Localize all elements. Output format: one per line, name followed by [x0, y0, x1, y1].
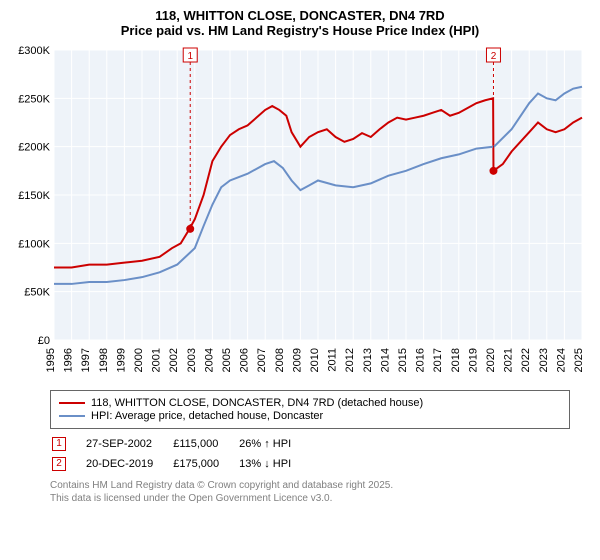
svg-text:2003: 2003	[186, 348, 198, 372]
marker-badge: 1	[52, 437, 66, 451]
chart-svg: £0 £50K £100K £150K £200K £250K £300K 1995 1996 1…	[10, 44, 590, 384]
table-row: 1 27-SEP-2002 £115,000 26% ↑ HPI	[52, 435, 309, 453]
legend: 118, WHITTON CLOSE, DONCASTER, DN4 7RD (…	[50, 390, 570, 429]
svg-text:1: 1	[187, 51, 193, 62]
svg-text:2000: 2000	[133, 348, 145, 372]
svg-text:2018: 2018	[450, 348, 462, 372]
svg-text:2020: 2020	[485, 348, 497, 372]
svg-text:£150K: £150K	[18, 190, 50, 202]
svg-text:1999: 1999	[115, 348, 127, 372]
svg-text:2014: 2014	[379, 348, 391, 372]
footnote-line1: Contains HM Land Registry data © Crown c…	[50, 480, 393, 491]
marker-delta: 13% ↓ HPI	[239, 455, 309, 473]
svg-text:2011: 2011	[327, 348, 339, 372]
svg-text:2001: 2001	[151, 348, 163, 372]
svg-text:2012: 2012	[344, 348, 356, 372]
svg-text:2021: 2021	[503, 348, 515, 372]
svg-text:£0: £0	[38, 335, 50, 347]
svg-text:£250K: £250K	[18, 93, 50, 105]
svg-text:2002: 2002	[168, 348, 180, 372]
svg-text:2017: 2017	[432, 348, 444, 372]
marker-price: £115,000	[173, 435, 237, 453]
svg-text:2016: 2016	[415, 348, 427, 372]
svg-text:£300K: £300K	[18, 45, 50, 57]
svg-text:2009: 2009	[291, 348, 303, 372]
marker-table: 1 27-SEP-2002 £115,000 26% ↑ HPI 2 20-DE…	[50, 433, 311, 475]
svg-text:2015: 2015	[397, 348, 409, 372]
svg-text:£50K: £50K	[24, 287, 50, 299]
svg-text:1997: 1997	[80, 348, 92, 372]
legend-swatch	[59, 402, 85, 404]
svg-text:2019: 2019	[467, 348, 479, 372]
svg-text:2010: 2010	[309, 348, 321, 372]
legend-row: HPI: Average price, detached house, Donc…	[59, 410, 561, 422]
svg-text:2: 2	[491, 51, 497, 62]
legend-label: 118, WHITTON CLOSE, DONCASTER, DN4 7RD (…	[91, 397, 423, 409]
legend-label: HPI: Average price, detached house, Donc…	[91, 410, 323, 422]
marker-date: 20-DEC-2019	[86, 455, 171, 473]
table-row: 2 20-DEC-2019 £175,000 13% ↓ HPI	[52, 455, 309, 473]
svg-text:1995: 1995	[45, 348, 57, 372]
svg-text:2005: 2005	[221, 348, 233, 372]
svg-text:2006: 2006	[239, 348, 251, 372]
chart-title-line2: Price paid vs. HM Land Registry's House …	[10, 23, 590, 38]
chart-container: { "title_line1": "118, WHITTON CLOSE, DO…	[0, 0, 600, 511]
svg-text:2023: 2023	[538, 348, 550, 372]
legend-swatch	[59, 415, 85, 417]
marker-price: £175,000	[173, 455, 237, 473]
svg-text:2008: 2008	[274, 348, 286, 372]
marker-delta: 26% ↑ HPI	[239, 435, 309, 453]
svg-text:2022: 2022	[520, 348, 532, 372]
chart-plot: £0 £50K £100K £150K £200K £250K £300K 1995 1996 1…	[10, 44, 590, 384]
svg-text:£100K: £100K	[18, 238, 50, 250]
svg-text:2025: 2025	[573, 348, 585, 372]
legend-row: 118, WHITTON CLOSE, DONCASTER, DN4 7RD (…	[59, 397, 561, 409]
svg-text:2013: 2013	[362, 348, 374, 372]
chart-title-line1: 118, WHITTON CLOSE, DONCASTER, DN4 7RD	[10, 8, 590, 23]
svg-text:1998: 1998	[98, 348, 110, 372]
svg-text:2004: 2004	[203, 348, 215, 372]
svg-text:2024: 2024	[555, 348, 567, 372]
footnote: Contains HM Land Registry data © Crown c…	[50, 479, 590, 505]
footnote-line2: This data is licensed under the Open Gov…	[50, 493, 332, 504]
marker-date: 27-SEP-2002	[86, 435, 171, 453]
svg-text:2007: 2007	[256, 348, 268, 372]
svg-text:1996: 1996	[63, 348, 75, 372]
svg-text:£200K: £200K	[18, 142, 50, 154]
marker-badge: 2	[52, 457, 66, 471]
